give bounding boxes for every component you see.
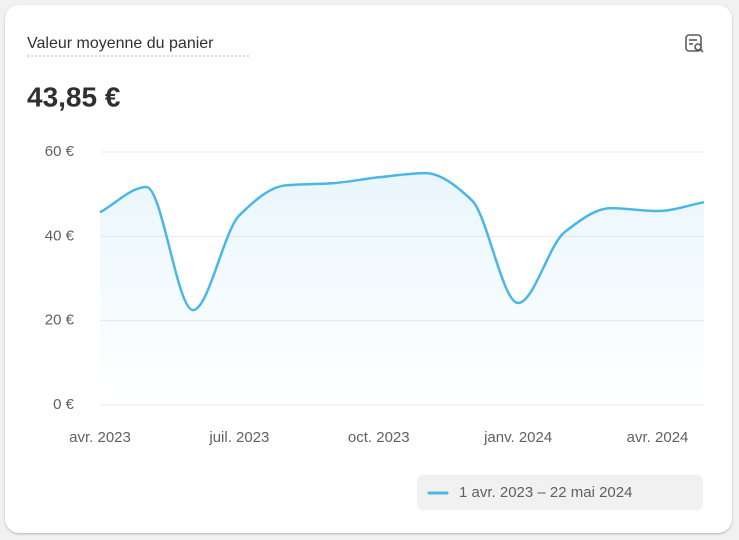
x-tick-label: avr. 2024 xyxy=(627,429,689,446)
area-fill xyxy=(100,173,704,405)
y-tick-label: 0 € xyxy=(53,396,75,413)
x-tick-label: oct. 2023 xyxy=(348,429,410,446)
line xyxy=(99,171,705,312)
card-title[interactable]: Valeur moyenne du panier xyxy=(27,35,214,52)
x-tick-label: janv. 2024 xyxy=(483,429,552,446)
metric-value: 43,85 € xyxy=(27,81,121,112)
explore-icon[interactable] xyxy=(685,34,704,53)
legend-label: 1 avr. 2023 – 22 mai 2024 xyxy=(459,484,632,501)
x-tick-label: juil. 2023 xyxy=(208,429,269,446)
y-tick-label: 20 € xyxy=(45,312,75,329)
legend[interactable] xyxy=(417,475,703,510)
y-tick-label: 40 € xyxy=(45,227,75,244)
x-tick-label: avr. 2023 xyxy=(69,429,131,446)
y-tick-label: 60 € xyxy=(45,143,75,160)
